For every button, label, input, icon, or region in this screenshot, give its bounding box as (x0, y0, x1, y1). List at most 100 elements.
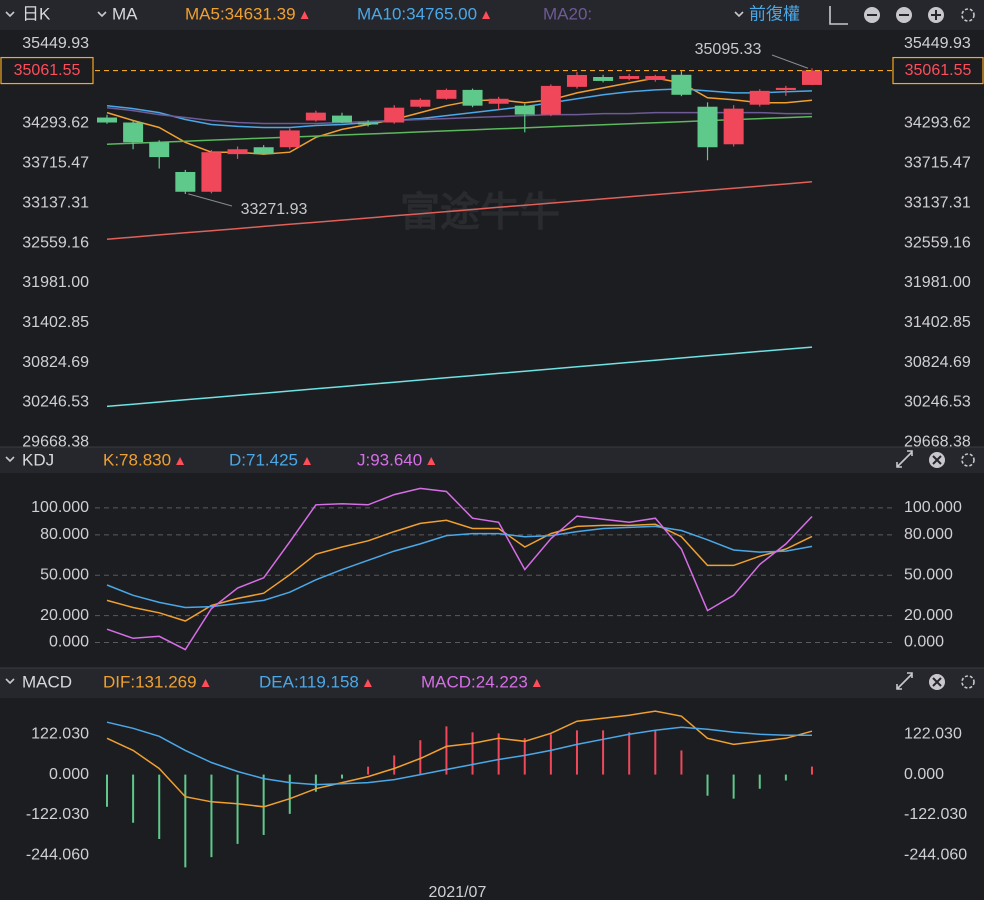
series-line (106, 710, 813, 808)
settings[interactable] (961, 8, 975, 22)
candle-body (697, 106, 718, 148)
legend-entry: MA20: (543, 4, 592, 23)
close[interactable] (932, 455, 942, 465)
y-tick-label: -122.030 (904, 806, 967, 823)
y-tick-label: -122.030 (26, 806, 89, 823)
candle-body (97, 117, 117, 123)
candle-body (593, 77, 614, 81)
candle-body (462, 89, 483, 106)
adjust-mode[interactable]: 前復權 (749, 4, 800, 23)
candle-body (384, 107, 405, 123)
x-tick-label: 2021/07 (429, 884, 487, 900)
high-pointer (771, 54, 809, 69)
series-line (106, 88, 813, 129)
y-tick-label: 0.000 (49, 634, 89, 651)
y-tick-label: 35449.93 (904, 35, 971, 52)
trend-arrow (303, 457, 311, 465)
zoom-in[interactable] (931, 10, 941, 20)
xy-icon[interactable] (829, 6, 848, 25)
candle-body (123, 122, 144, 143)
series-line (106, 525, 813, 609)
last-price-box (892, 56, 984, 85)
panel-title: MACD (22, 672, 72, 691)
y-tick-label: 50.000 (40, 566, 89, 583)
series-line (106, 721, 813, 786)
y-tick-label: 33137.31 (904, 194, 971, 211)
last-price-label: 35061.55 (905, 62, 972, 79)
y-tick-label: 29668.38 (22, 434, 89, 451)
legend-entry: MACD:24.223 (421, 672, 528, 691)
legend-entry: D:71.425 (229, 450, 298, 469)
series-line (106, 346, 813, 408)
last-price-box (0, 56, 94, 85)
y-tick-label: 0.000 (49, 766, 89, 783)
y-tick-label: 30246.53 (22, 394, 89, 411)
candle-body (801, 70, 822, 85)
candle-body (749, 90, 770, 105)
legend-entry: MA10:34765.00 (357, 4, 477, 23)
last-price-label: 35061.55 (14, 62, 81, 79)
close[interactable] (932, 677, 942, 687)
kdj-header (0, 447, 984, 473)
y-tick-label: 122.030 (31, 726, 89, 743)
y-tick-label: -244.060 (904, 846, 967, 863)
dropdown-caret[interactable] (5, 11, 15, 18)
period[interactable]: 日K (22, 4, 51, 23)
candle-body (253, 147, 274, 155)
candle-body (488, 98, 509, 104)
candle-body (410, 99, 431, 107)
y-tick-label: 20.000 (904, 607, 953, 624)
y-tick-label: -244.060 (26, 846, 89, 863)
y-tick-label: 80.000 (40, 526, 89, 543)
candle-body (175, 171, 196, 192)
watermark: 富途牛牛 (400, 190, 560, 235)
series-line (106, 519, 813, 622)
y-tick-label: 100.000 (904, 499, 962, 516)
collapse-caret[interactable] (5, 678, 15, 685)
candle-body (514, 105, 535, 115)
candle-body (775, 87, 796, 90)
candle-body (645, 76, 666, 80)
series-line (106, 487, 813, 651)
settings[interactable] (961, 453, 975, 467)
candle-body (723, 108, 744, 145)
series-line (106, 181, 813, 240)
candle-body (358, 122, 379, 125)
legend-entry: DEA:119.158 (259, 672, 359, 691)
dropdown-caret[interactable] (97, 11, 107, 18)
expand[interactable] (896, 672, 913, 690)
y-tick-label: 50.000 (904, 566, 953, 583)
trend-arrow (427, 457, 436, 465)
legend-entry: DIF:131.269 (103, 672, 197, 691)
collapse-caret[interactable] (5, 456, 15, 463)
dropdown-caret[interactable] (734, 11, 744, 18)
trend-arrow (201, 679, 210, 687)
expand[interactable] (896, 450, 913, 468)
legend-entry: J:93.640 (357, 450, 422, 469)
candle-body (331, 115, 352, 123)
y-tick-label: 31402.85 (904, 314, 971, 331)
settings[interactable] (961, 675, 975, 689)
y-tick-label: 31402.85 (22, 314, 89, 331)
indicator[interactable]: MA (112, 4, 138, 23)
candle-body (305, 112, 326, 121)
series-line (106, 115, 813, 146)
macd-header (0, 668, 984, 698)
y-tick-label: 32559.16 (22, 234, 89, 251)
series-line (106, 106, 812, 125)
candle-body (671, 74, 692, 95)
legend-entry: K:78.830 (103, 450, 171, 469)
trend-arrow (482, 11, 491, 19)
low-pointer (188, 193, 233, 207)
toolbar (0, 0, 984, 30)
candle-body (619, 76, 640, 79)
y-tick-label: 32559.16 (904, 234, 971, 251)
y-tick-label: 100.000 (31, 499, 89, 516)
y-tick-label: 0.000 (904, 634, 944, 651)
y-tick-label: 30246.53 (904, 394, 971, 411)
y-tick-label: 33715.47 (904, 155, 971, 172)
trend-arrow (176, 457, 185, 465)
y-tick-label: 33715.47 (22, 155, 89, 172)
